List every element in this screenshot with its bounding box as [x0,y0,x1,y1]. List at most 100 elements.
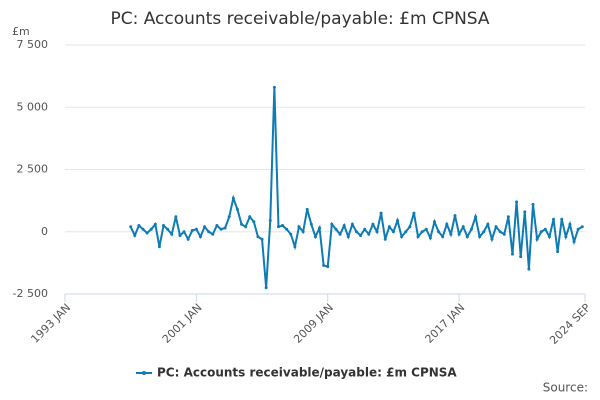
point [400,235,404,239]
point [149,227,153,231]
point [309,222,313,226]
point [346,235,350,239]
point [515,200,519,204]
x-tick-label: 2001 JAN [160,301,205,346]
point [301,230,305,234]
source: Source: [543,381,588,395]
point [510,252,514,256]
point [391,230,395,234]
point [547,235,551,239]
point [576,227,580,231]
point [215,224,219,228]
point [387,225,391,229]
x-tick-label: 1993 JAN [28,301,73,346]
point [170,232,174,236]
point [235,207,239,211]
point [244,225,248,229]
point [424,227,428,231]
point [276,225,280,229]
point [482,230,486,234]
point [326,265,330,269]
point [157,245,161,249]
point [531,202,535,206]
point [350,222,354,226]
point [560,217,564,221]
point [502,232,506,236]
y-tick-label: 2 500 [17,163,49,176]
point [198,235,202,239]
point [178,233,182,237]
point [281,224,285,228]
point [162,224,166,228]
x-tick-label: 2017 JAN [423,301,468,346]
point [453,214,457,218]
point [572,240,576,244]
point [256,235,260,239]
point [568,222,572,226]
point [289,232,293,236]
point [519,255,523,259]
point [153,222,157,226]
point [133,233,137,237]
point [457,232,461,236]
point [318,226,322,230]
point [297,225,301,229]
point [285,227,289,231]
point [342,224,346,228]
point [141,227,145,231]
point [449,232,453,236]
point [404,230,408,234]
legend-marker [142,371,146,375]
point [420,230,424,234]
point [359,233,363,237]
point [334,227,338,231]
point [498,230,502,234]
point [354,230,358,234]
chart-title: PC: Accounts receivable/payable: £m CPNS… [110,9,489,29]
point [182,230,186,234]
point [371,222,375,226]
point [539,230,543,234]
point [174,215,178,219]
point [469,227,473,231]
point [432,220,436,224]
point [211,232,215,236]
point [474,215,478,219]
point [305,207,309,211]
point [552,217,556,221]
point [428,236,432,240]
point [412,211,416,215]
y-tick-label: 7 500 [17,38,49,51]
legend-label: PC: Accounts receivable/payable: £m CPNS… [157,366,457,380]
x-tick-label: 2024 SEP [547,301,593,347]
point [383,237,387,241]
point [416,235,420,239]
point [129,225,133,229]
point [490,237,494,241]
point [535,237,539,241]
point [219,227,223,231]
point [207,230,211,234]
point [240,222,244,226]
point [580,225,584,229]
point [194,227,198,231]
point [363,227,367,231]
point [506,215,510,219]
y-tick-label: -2 500 [13,287,48,300]
point [231,196,235,200]
x-tick-label: 2009 JAN [291,301,336,346]
point [252,220,256,224]
y-tick-label: 5 000 [17,100,49,113]
point [441,235,445,239]
y-unit: £m [12,25,30,38]
point [523,210,527,214]
point [330,222,334,226]
point [260,237,264,241]
point [486,222,490,226]
point [478,235,482,239]
point [145,231,149,235]
point [268,219,272,223]
series-line [129,87,583,288]
point [338,232,342,236]
